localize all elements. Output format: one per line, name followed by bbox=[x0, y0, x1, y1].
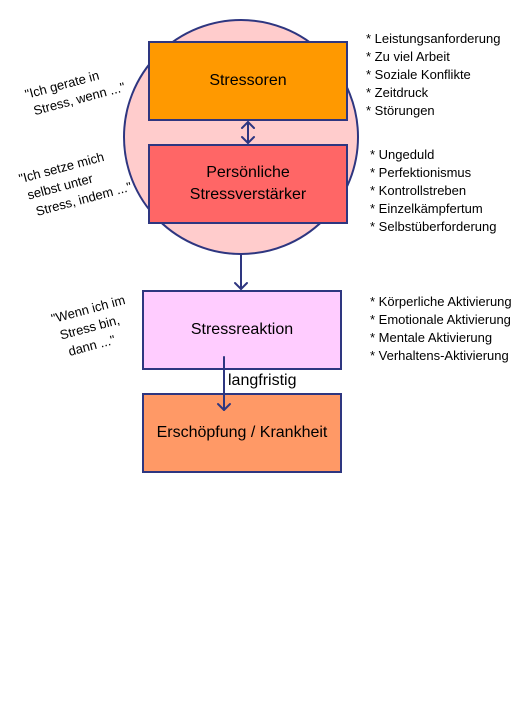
list-item: * Störungen bbox=[366, 103, 435, 118]
verstaerker-list: * Ungeduld * Perfektionismus * Kontrolls… bbox=[370, 146, 496, 236]
list-item: * Perfektionismus bbox=[370, 165, 472, 180]
erschoepfung-label: Erschöpfung / Krankheit bbox=[156, 424, 328, 441]
stressverstaerker-label-line2: Stressverstärker bbox=[189, 186, 307, 203]
list-item: * Kontrollstreben bbox=[370, 183, 467, 198]
stressoren-list: * Leistungsanforderung * Zu viel Arbeit … bbox=[366, 30, 500, 120]
list-item: * Soziale Konflikte bbox=[366, 67, 471, 82]
arrow-to-erschoepfung-head bbox=[217, 403, 231, 411]
bidirectional-arrow-head-up bbox=[241, 121, 255, 129]
reaktion-list: * Körperliche Aktivierung * Emotionale A… bbox=[370, 293, 512, 365]
arrow-to-reaktion-head bbox=[234, 282, 248, 290]
stressoren-box: Stressoren bbox=[148, 41, 348, 121]
stressverstaerker-box: Persönliche Stressverstärker bbox=[148, 144, 348, 224]
erschoepfung-box: Erschöpfung / Krankheit bbox=[142, 393, 342, 473]
stressoren-label: Stressoren bbox=[209, 72, 287, 89]
stressverstaerker-label-line1: Persönliche bbox=[206, 164, 290, 181]
list-item: * Zu viel Arbeit bbox=[366, 49, 450, 64]
bidirectional-arrow-head-down bbox=[241, 136, 255, 144]
list-item: * Emotionale Aktivierung bbox=[370, 312, 511, 327]
list-item: * Einzelkämpfertum bbox=[370, 201, 483, 216]
langfristig-label: langfristig bbox=[228, 372, 297, 389]
list-item: * Zeitdruck bbox=[366, 85, 429, 100]
list-item: * Körperliche Aktivierung bbox=[370, 294, 512, 309]
stressreaktion-label: Stressreaktion bbox=[190, 321, 294, 338]
list-item: * Mentale Aktivierung bbox=[370, 330, 493, 345]
list-item: * Selbstüberforderung bbox=[370, 219, 497, 234]
list-item: * Leistungsanforderung bbox=[366, 31, 501, 46]
stressreaktion-box: Stressreaktion bbox=[142, 290, 342, 370]
list-item: * Verhaltens-Aktivierung bbox=[370, 348, 509, 363]
list-item: * Ungeduld bbox=[370, 147, 435, 162]
